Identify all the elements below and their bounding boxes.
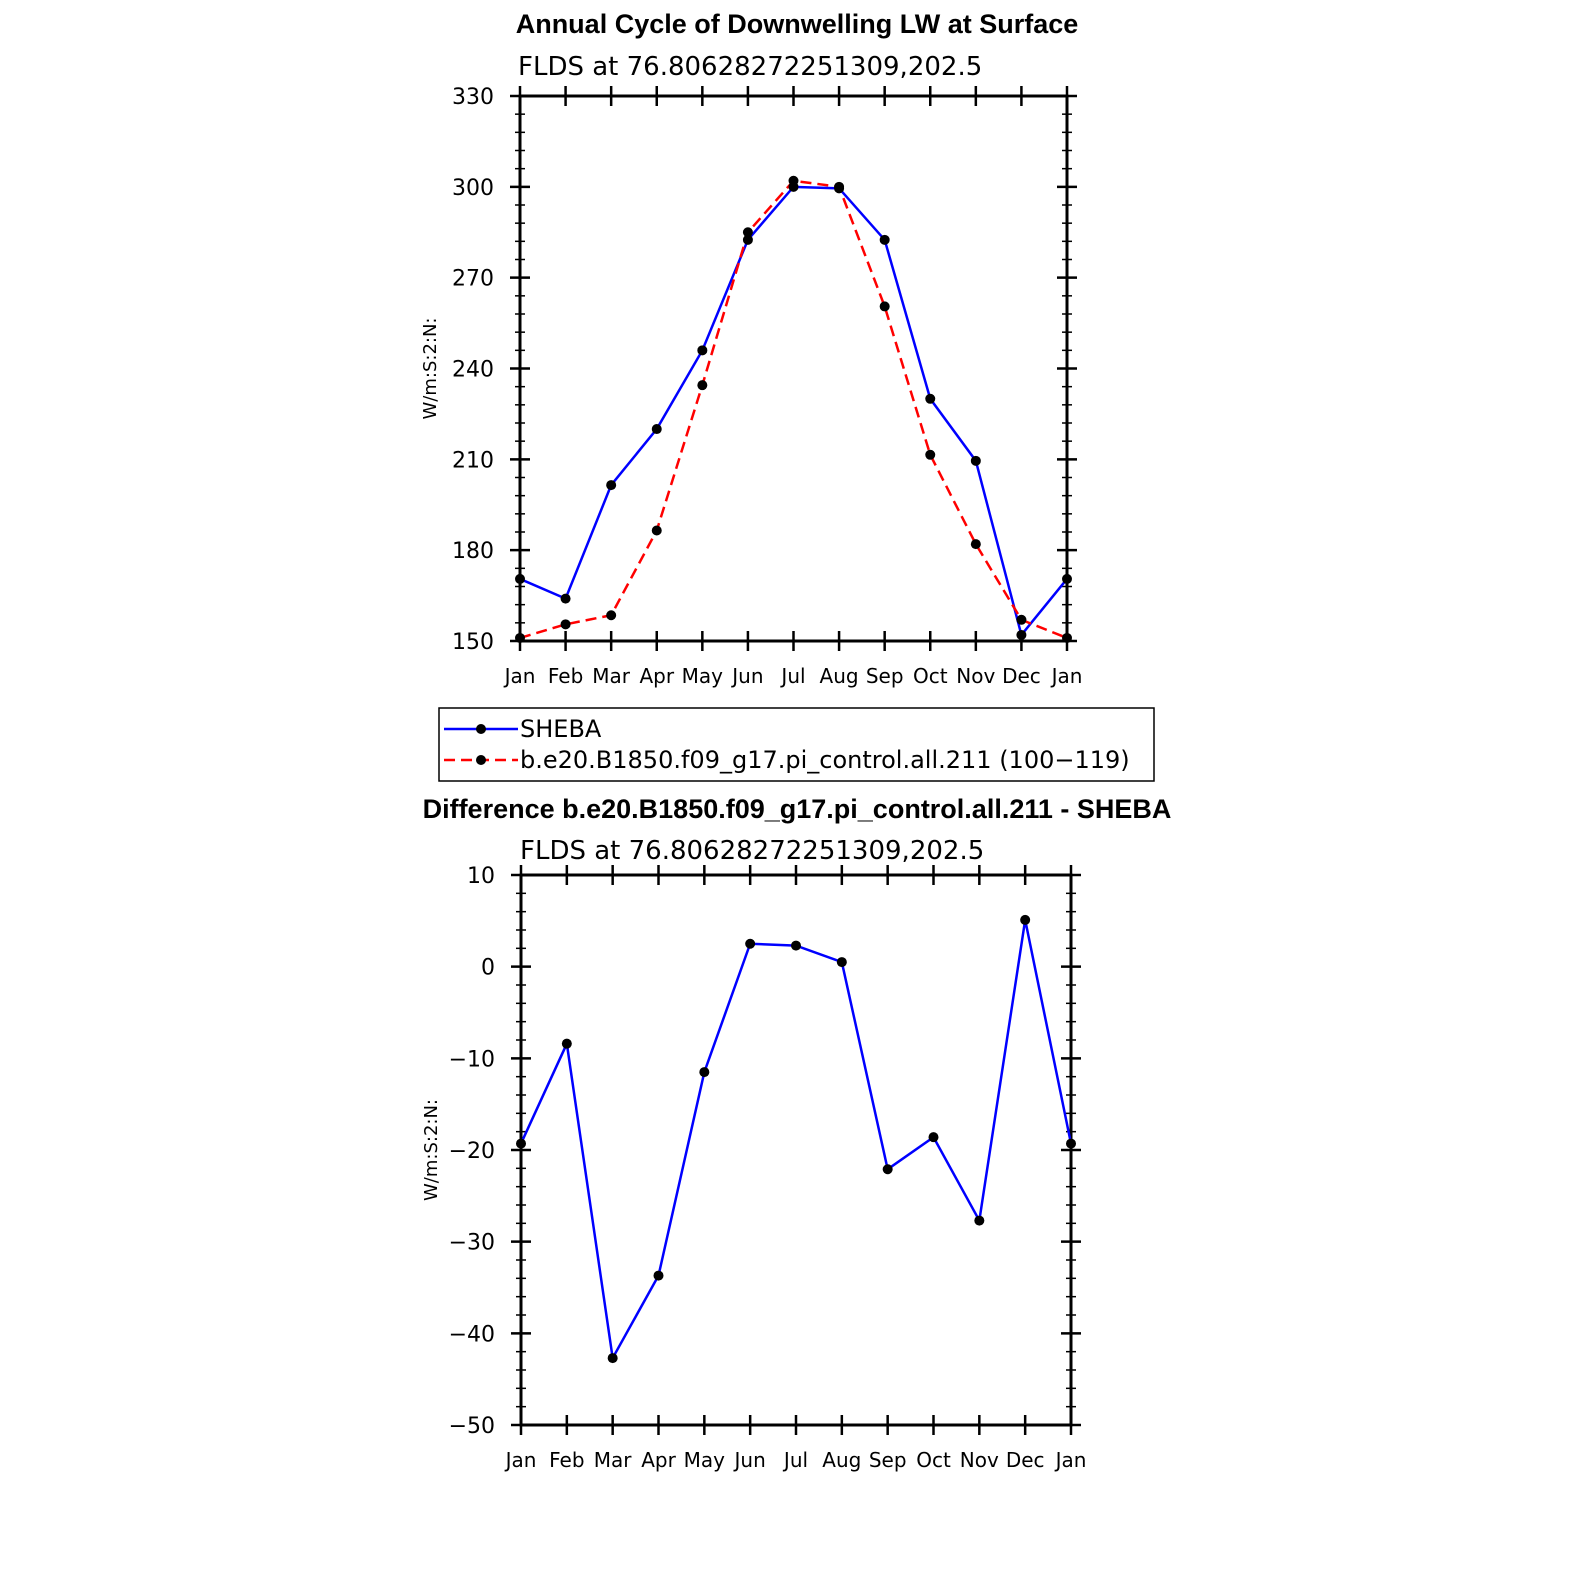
chart1-series-1-point bbox=[560, 619, 571, 630]
chart1-series-0-point bbox=[560, 593, 571, 604]
chart2-series-0-point bbox=[745, 938, 756, 949]
chart2-series-0-point bbox=[836, 957, 847, 968]
chart1-xtick-label: Nov bbox=[956, 664, 995, 688]
chart1-xtick-label: Aug bbox=[820, 664, 859, 688]
chart1-xtick-label: Sep bbox=[866, 664, 904, 688]
chart2-series-0-point bbox=[516, 1138, 526, 1149]
legend-model-label: b.e20.B1850.f09_g17.pi_control.all.211 (… bbox=[520, 746, 1130, 774]
chart1-ytick-label: 270 bbox=[452, 267, 494, 292]
chart1-plot: Jan Feb Mar Apr May Jun Jul Aug Sep Oct Nov Dec Jan 1… bbox=[420, 85, 1082, 688]
chart1-xtick-label: Apr bbox=[639, 664, 674, 688]
chart2-xtick-label: Nov bbox=[960, 1448, 999, 1472]
chart1-xtick-label: Dec bbox=[1002, 664, 1041, 688]
chart2-xtick-label: Jan bbox=[504, 1448, 537, 1472]
chart2-xtick-label: Jun bbox=[733, 1448, 766, 1472]
chart1-series-1-point bbox=[697, 380, 708, 391]
chart2-series-0-point bbox=[653, 1270, 664, 1281]
chart1-series-0-point bbox=[606, 480, 617, 491]
chart2-xtick-label: Sep bbox=[869, 1448, 907, 1472]
chart1-xtick-label: Jul bbox=[779, 664, 805, 688]
chart2-xtick-label: Aug bbox=[822, 1448, 861, 1472]
chart1-xtick-label: Jan bbox=[503, 664, 536, 688]
legend: SHEBA b.e20.B1850.f09_g17.pi_control.all… bbox=[438, 707, 1155, 782]
chart1-series-0-point bbox=[1016, 629, 1027, 640]
legend-sheba-label: SHEBA bbox=[520, 715, 602, 743]
chart2-xtick-label: Oct bbox=[916, 1448, 951, 1472]
chart1-xtick-label: Jan bbox=[1050, 664, 1083, 688]
legend-model-marker bbox=[476, 755, 486, 765]
chart2-subtitle: FLDS at 76.80628272251309,202.5 bbox=[520, 836, 984, 866]
chart2-ytick-label: −50 bbox=[449, 1414, 495, 1439]
chart2-ytick-label: −40 bbox=[449, 1322, 495, 1347]
chart2-xtick-label: Apr bbox=[641, 1448, 676, 1472]
chart1-series-0-point bbox=[742, 234, 753, 245]
chart2-xtick-label: Dec bbox=[1006, 1448, 1045, 1472]
chart2-series-0-point bbox=[561, 1038, 572, 1049]
chart1-ytick-label: 150 bbox=[452, 630, 494, 655]
chart1-series-1-point bbox=[925, 449, 936, 460]
chart2-series-0-point bbox=[882, 1164, 893, 1175]
chart2-frame bbox=[519, 873, 1073, 1427]
chart1-series-1-point bbox=[970, 539, 981, 550]
legend-box bbox=[438, 707, 1155, 782]
chart2-ylabel: W/m:S:2:N: bbox=[421, 1099, 442, 1201]
chart2-ytick-label: −10 bbox=[449, 1047, 495, 1072]
chart1-ytick-label: 330 bbox=[452, 85, 494, 110]
chart1-series-1-point bbox=[879, 301, 890, 312]
chart1-xtick-label: Jun bbox=[730, 664, 763, 688]
chart1-xtick-label: Feb bbox=[548, 664, 583, 688]
chart1-series-1-point bbox=[1016, 614, 1027, 625]
chart1-series-1-point bbox=[742, 227, 753, 238]
chart2-series-0-point bbox=[607, 1353, 618, 1364]
chart2-series-0-point bbox=[1020, 914, 1031, 925]
chart2-ytick-label: 10 bbox=[467, 864, 495, 889]
chart1-series-1-point bbox=[651, 525, 662, 536]
legend-sheba-marker bbox=[476, 724, 486, 734]
chart1-title: Annual Cycle of Downwelling LW at Surfac… bbox=[516, 9, 1079, 39]
chart1-series-0-line bbox=[519, 185, 1068, 638]
chart2-title: Difference b.e20.B1850.f09_g17.pi_contro… bbox=[423, 794, 1172, 824]
chart2-xtick-label: May bbox=[684, 1448, 726, 1472]
chart1-series-0-point bbox=[925, 393, 936, 404]
chart1-ytick-label: 210 bbox=[452, 448, 494, 473]
chart1-ytick-label: 240 bbox=[452, 358, 494, 383]
chart1-series-0-point bbox=[1062, 573, 1072, 584]
chart1-series-1-point bbox=[606, 610, 617, 621]
chart2-series-0-point bbox=[974, 1215, 985, 1226]
chart1-ylabel: W/m:S:2:N: bbox=[420, 318, 441, 420]
chart2-xtick-label: Feb bbox=[549, 1448, 584, 1472]
chart2-series-0-point bbox=[928, 1132, 939, 1143]
chart2-series-0-line bbox=[519, 919, 1073, 1362]
chart1-xtick-label: Oct bbox=[913, 664, 948, 688]
chart2-ytick-label: 0 bbox=[481, 956, 495, 981]
chart1-series-1-point bbox=[1062, 632, 1072, 643]
chart1-series-0-point bbox=[970, 455, 981, 466]
chart1-series-0-point bbox=[697, 345, 708, 356]
chart1-ytick-label: 180 bbox=[452, 539, 494, 564]
chart1-subtitle: FLDS at 76.80628272251309,202.5 bbox=[518, 52, 982, 82]
chart2-plot: Jan Feb Mar Apr May Jun Jul Aug Sep Oct Nov Dec Jan−… bbox=[421, 864, 1086, 1472]
chart2-ytick-label: −20 bbox=[449, 1139, 495, 1164]
chart2-ytick-label: −30 bbox=[449, 1231, 495, 1256]
chart1-series-1-point bbox=[515, 632, 525, 643]
chart2-series-0-point bbox=[791, 940, 801, 951]
chart1-series-1-point bbox=[788, 175, 799, 186]
chart1-xtick-label: May bbox=[682, 664, 724, 688]
chart2-xtick-label: Jan bbox=[1054, 1448, 1087, 1472]
chart1-series-0-point bbox=[651, 424, 662, 435]
chart1-series-1-point bbox=[834, 181, 845, 192]
chart2-series-0-point bbox=[1066, 1138, 1076, 1149]
chart1-series-0-point bbox=[515, 573, 525, 584]
chart2-xtick-label: Jul bbox=[782, 1448, 808, 1472]
chart1-series-1-line bbox=[519, 179, 1068, 640]
chart1-xtick-label: Mar bbox=[592, 664, 631, 688]
chart1-series-0-point bbox=[879, 234, 890, 245]
chart2-series-0-point bbox=[699, 1067, 710, 1078]
chart1-ytick-label: 300 bbox=[452, 176, 494, 201]
chart2-xtick-label: Mar bbox=[594, 1448, 633, 1472]
